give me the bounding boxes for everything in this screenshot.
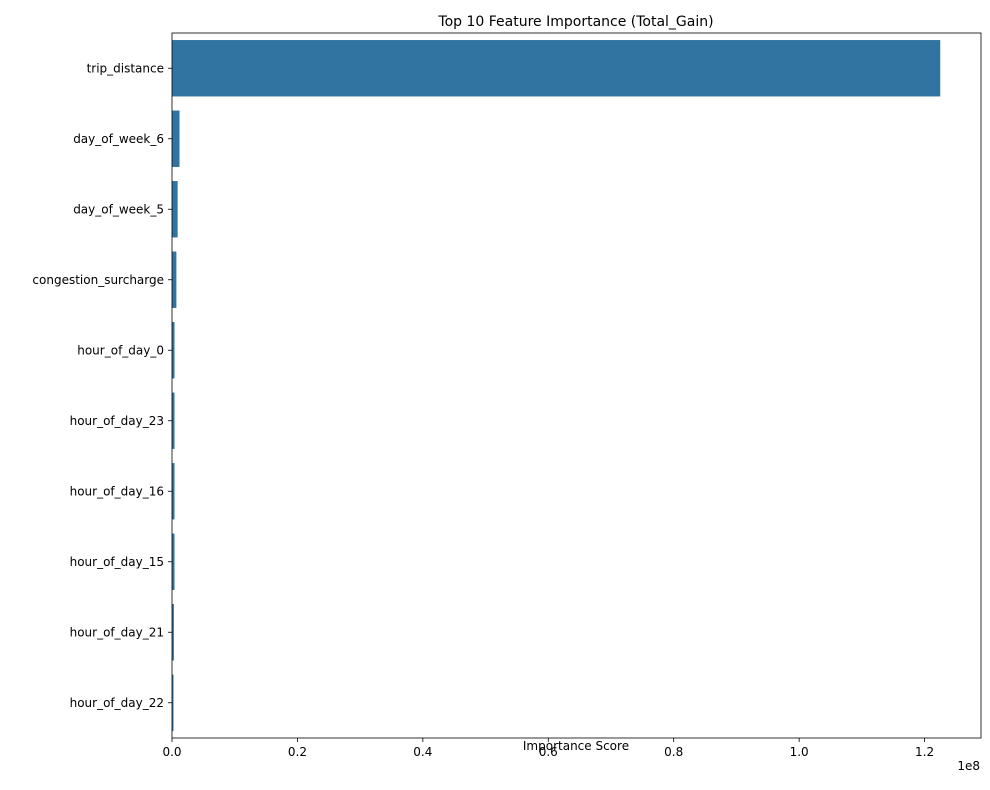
y-axis-ticks: trip_distance day_of_week_6 day_of_week_5c…	[32, 61, 172, 710]
y-tick-label: hour_of_day_22	[70, 696, 164, 710]
bar-hour-of-day-0	[172, 322, 175, 379]
x-tick-label: 1.0	[790, 745, 809, 759]
bar-day-of-week-5	[172, 181, 178, 238]
y-tick-label: day_of_week_5	[73, 202, 164, 216]
y-tick-label: hour_of_day_16	[70, 484, 164, 498]
bar-hour-of-day-21	[172, 604, 174, 661]
y-tick-label: day_of_week_6	[73, 132, 164, 146]
bar-day-of-week-6	[172, 110, 180, 167]
y-tick-label: congestion_surcharge	[32, 273, 164, 287]
plot-frame	[171, 32, 982, 739]
y-tick-label: hour_of_day_15	[70, 555, 164, 569]
x-tick-label: 0.4	[413, 745, 432, 759]
bar-hour-of-day-22	[172, 674, 174, 731]
x-tick-label: 0.8	[664, 745, 683, 759]
x-tick-label: 0.0	[162, 745, 181, 759]
bar-hour-of-day-16	[172, 463, 175, 520]
x-axis-ticks: 0.0 0.2 0.4 0.6 0.8 1.0 1.2	[162, 738, 934, 759]
x-tick-label: 1.2	[915, 745, 934, 759]
bar-congestion-surcharge	[172, 251, 177, 308]
bar-trip-distance	[172, 40, 941, 97]
y-tick-label: trip_distance	[87, 61, 164, 75]
y-tick-label: hour_of_day_21	[70, 625, 164, 639]
y-tick-label: hour_of_day_0	[77, 343, 164, 357]
bar-hour-of-day-15	[172, 533, 175, 590]
x-axis-offset-label: 1e8	[957, 759, 980, 773]
bar-hour-of-day-23	[172, 392, 175, 449]
chart-title: Top 10 Feature Importance (Total_Gain)	[437, 14, 713, 30]
y-tick-label: hour_of_day_23	[70, 414, 164, 428]
x-axis-label: Importance Score	[523, 739, 629, 753]
bars-group	[172, 40, 941, 731]
x-tick-label: 0.2	[288, 745, 307, 759]
x-tick-label: 0.6	[539, 745, 558, 759]
